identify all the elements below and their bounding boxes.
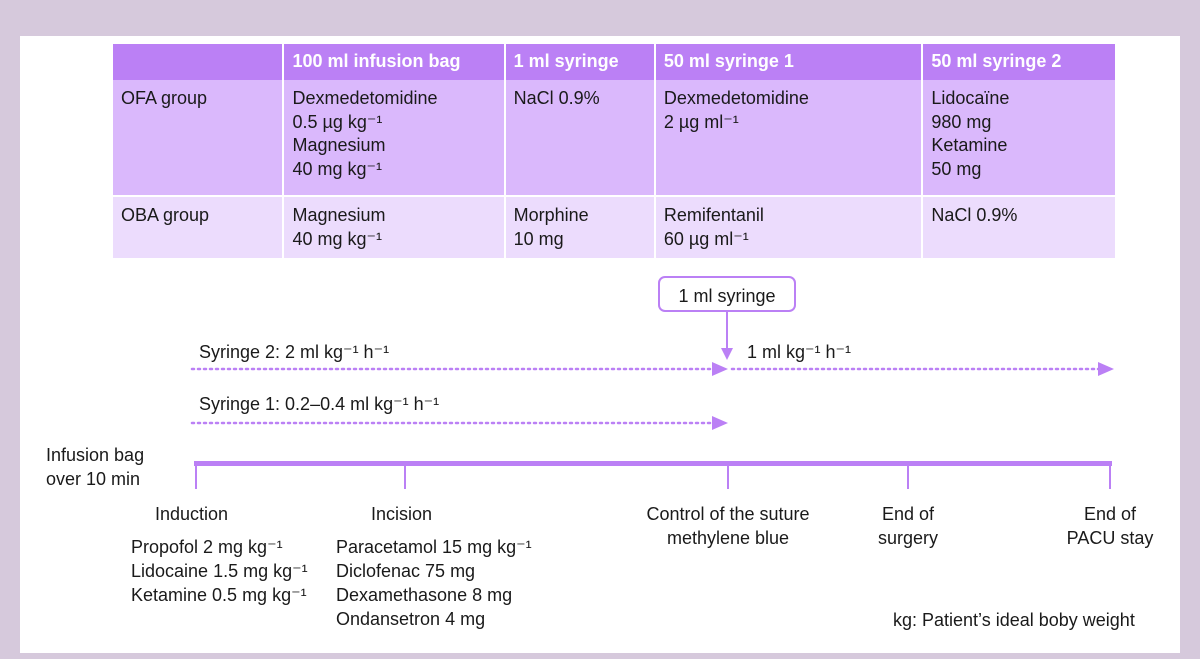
syringe-2-rate-label: Syringe 2: 2 ml kg⁻¹ h⁻¹ <box>199 342 390 362</box>
list-item: Propofol 2 mg kg⁻¹ <box>131 537 283 557</box>
syringe-1-rate-label: Syringe 1: 0.2–0.4 ml kg⁻¹ h⁻¹ <box>199 394 440 414</box>
cell-line: 40 mg kg⁻¹ <box>292 228 383 249</box>
cell-bag: Magnesium 40 mg kg⁻¹ <box>283 195 506 258</box>
event-incision: Incision <box>371 504 433 524</box>
table-header-row: 100 ml infusion bag 1 ml syringe 50 ml s… <box>113 44 1115 80</box>
footnote: kg: Patient’s ideal boby weight <box>893 610 1135 630</box>
cell-line: Ketamine <box>931 135 1008 155</box>
syringe-2-reduced-rate-label: 1 ml kg⁻¹ h⁻¹ <box>747 342 852 362</box>
cell-line: 2 µg ml⁻¹ <box>663 111 739 132</box>
cell-line: 0.5 µg kg⁻¹ <box>292 111 383 132</box>
header-cell-1ml-syringe: 1 ml syringe <box>504 44 656 80</box>
header-cell-infusion-bag: 100 ml infusion bag <box>283 44 506 80</box>
cell-line: Magnesium <box>292 135 386 155</box>
label-line: End of <box>881 504 935 524</box>
cell-line: Magnesium <box>292 205 386 225</box>
cell-50ml-syringe-2: Lidocaïne 980 mg Ketamine 50 mg <box>922 80 1115 196</box>
cell-line: Lidocaïne <box>931 88 1010 108</box>
cell-line: Remifentanil <box>663 205 764 225</box>
cell-1ml-syringe: NaCl 0.9% <box>504 80 656 196</box>
incision-drug-list: Paracetamol 15 mg kg⁻¹ Diclofenac 75 mg … <box>336 535 532 631</box>
cell-line: Dexmedetomidine <box>292 88 438 108</box>
list-item: Lidocaine 1.5 mg kg⁻¹ <box>131 561 308 581</box>
syringe-2-arrowhead <box>712 362 728 376</box>
cell-1ml-syringe: Morphine 10 mg <box>504 195 656 258</box>
table-row-oba: OBA group Magnesium 40 mg kg⁻¹ Morphine … <box>113 195 1115 258</box>
table-row-ofa: OFA group Dexmedetomidine 0.5 µg kg⁻¹ Ma… <box>113 80 1115 196</box>
protocol-table: 100 ml infusion bag 1 ml syringe 50 ml s… <box>113 44 1115 258</box>
header-cell-group <box>113 44 285 80</box>
label-line: PACU stay <box>1066 528 1154 548</box>
list-item: Paracetamol 15 mg kg⁻¹ <box>336 537 532 557</box>
cell-50ml-syringe-1: Remifentanil 60 µg ml⁻¹ <box>654 195 924 258</box>
header-cell-50ml-syringe-1: 50 ml syringe 1 <box>654 44 924 80</box>
group-label: OBA group <box>121 205 210 225</box>
main-timeline-bar <box>194 461 1112 466</box>
label-line: Control of the suture <box>646 504 810 524</box>
label-line: Infusion bag <box>46 445 145 465</box>
label-line: methylene blue <box>666 528 790 548</box>
cell-line: 980 mg <box>931 111 992 132</box>
event-control-suture: Control of the suture methylene blue <box>628 502 828 550</box>
syringe-1-arrowhead <box>712 416 728 430</box>
label-line: surgery <box>877 528 939 548</box>
header-cell-50ml-syringe-2: 50 ml syringe 2 <box>922 44 1115 80</box>
cell-50ml-syringe-1: Dexmedetomidine 2 µg ml⁻¹ <box>654 80 924 196</box>
cell-line: 60 µg ml⁻¹ <box>663 228 749 249</box>
induction-drug-list: Propofol 2 mg kg⁻¹ Lidocaine 1.5 mg kg⁻¹… <box>131 535 308 607</box>
cell-line: NaCl 0.9% <box>931 205 1018 225</box>
cell-line: 50 mg <box>931 158 982 179</box>
list-item: Dexamethasone 8 mg <box>336 585 513 605</box>
syringe-box-arrowhead <box>721 348 733 360</box>
label-line: End of <box>1083 504 1137 524</box>
label-line: over 10 min <box>46 469 141 489</box>
1ml-syringe-box: 1 ml syringe <box>658 276 796 312</box>
cell-group: OBA group <box>113 195 285 258</box>
cell-line: 40 mg kg⁻¹ <box>292 158 383 179</box>
event-induction: Induction <box>155 504 229 524</box>
infusion-bag-label: Infusion bag over 10 min <box>46 443 144 491</box>
list-item: Diclofenac 75 mg <box>336 561 476 581</box>
list-item: Ondansetron 4 mg <box>336 609 486 629</box>
cell-line: Dexmedetomidine <box>663 88 809 108</box>
event-end-pacu: End of PACU stay <box>1055 502 1165 550</box>
cell-bag: Dexmedetomidine 0.5 µg kg⁻¹ Magnesium 40… <box>283 80 506 196</box>
event-end-surgery: End of surgery <box>858 502 958 550</box>
group-label: OFA group <box>121 88 208 108</box>
cell-line: Morphine <box>513 205 589 225</box>
cell-line: NaCl 0.9% <box>513 88 600 108</box>
list-item: Ketamine 0.5 mg kg⁻¹ <box>131 585 307 605</box>
cell-line: 10 mg <box>513 228 564 249</box>
cell-group: OFA group <box>113 80 285 196</box>
cell-50ml-syringe-2: NaCl 0.9% <box>922 195 1115 258</box>
syringe-2-continued-arrowhead <box>1098 362 1114 376</box>
